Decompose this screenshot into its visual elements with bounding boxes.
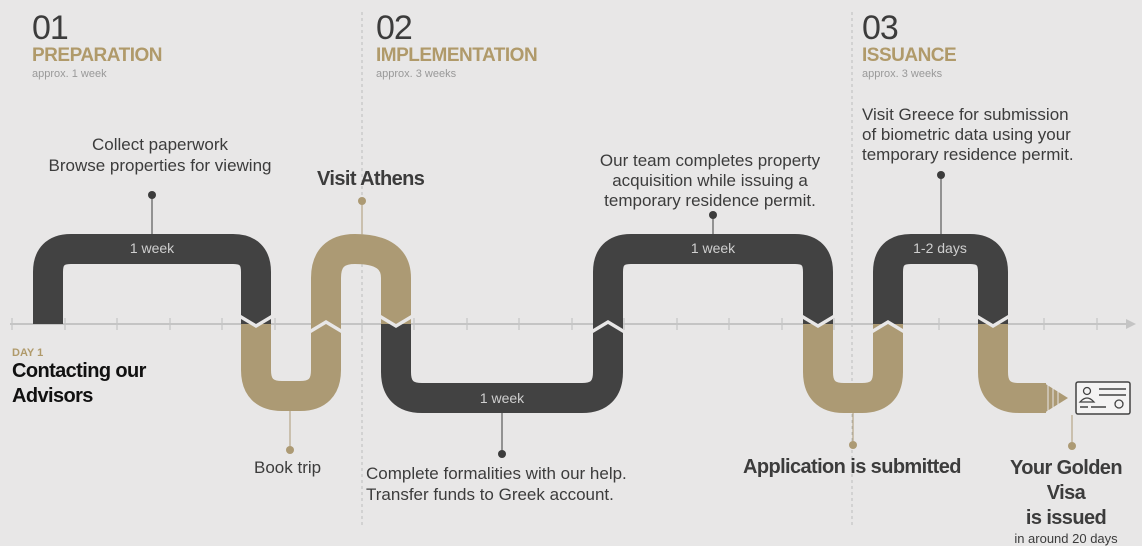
step-line: Our team completes property (599, 151, 821, 170)
axis-arrow-icon (1126, 319, 1136, 329)
track-segment-2 (381, 324, 623, 413)
step-visit-athens: Visit Athens (317, 168, 425, 190)
step-line: temporary residence permit. (604, 191, 816, 210)
segment-2-duration: 1 week (479, 390, 525, 406)
step-line: Browse properties for viewing (48, 156, 272, 175)
step-line: Collect paperwork (91, 135, 229, 154)
step-collect-paperwork: Collect paperwork Browse properties for … (10, 134, 310, 176)
track-segment-book-trip (241, 324, 341, 411)
track-segment-visit-athens (311, 234, 411, 324)
phase-1-header: 01 PREPARATION approx. 1 week (32, 11, 162, 81)
phase-name: ISSUANCE (862, 45, 957, 66)
id-card-icon (1075, 381, 1131, 415)
start-title-line1: Contacting our (12, 360, 146, 382)
phase-number: 01 (32, 9, 69, 47)
step-line: of biometric data using your (862, 125, 1071, 144)
track-segment-submitted (803, 324, 903, 413)
segment-4-duration: 1-2 days (913, 240, 967, 256)
visa-title-line2: is issued (1025, 507, 1107, 529)
phase-number: 02 (376, 9, 413, 47)
start-step: DAY 1 Contacting our Advisors (12, 347, 146, 409)
step-application-submitted: Application is submitted (743, 456, 961, 478)
step-line: acquisition while issuing a (612, 171, 808, 190)
connector-dot (709, 211, 717, 219)
connectors (148, 171, 1076, 458)
arrow-stripes (1047, 385, 1059, 411)
start-title-line2: Advisors (12, 385, 93, 407)
step-line: Visit Greece for submission (862, 105, 1069, 124)
connector-dot (849, 441, 857, 449)
connector-dot (286, 446, 294, 454)
track-segment-3 (593, 234, 833, 324)
phase-duration: approx. 1 week (32, 68, 107, 80)
phase-2-header: 02 IMPLEMENTATION approx. 3 weeks (376, 9, 538, 81)
step-line: Complete formalities with our help. (366, 464, 627, 483)
step-line: Transfer funds to Greek account. (366, 485, 614, 504)
timeline-graphic (10, 12, 1136, 525)
connector-dot (148, 191, 156, 199)
segment-1-duration: 1 week (129, 240, 175, 256)
connector-dot (1068, 442, 1076, 450)
segment-3-duration: 1 week (690, 240, 736, 256)
step-book-trip: Book trip (254, 458, 322, 477)
track-segment-final (978, 324, 1046, 413)
track-segment-4 (873, 234, 1008, 324)
step-visa-issued: Your Golden Visa is issued in around 20 … (992, 456, 1140, 546)
phase-3-header: 03 ISSUANCE approx. 3 weeks (862, 9, 957, 81)
connector-dot (358, 197, 366, 205)
final-arrow-icon (1044, 383, 1068, 413)
step-line: temporary residence permit. (862, 145, 1074, 164)
phase-duration: approx. 3 weeks (376, 68, 457, 80)
connector-dot (498, 450, 506, 458)
track-segment-1 (33, 234, 271, 324)
phase-number: 03 (862, 9, 899, 47)
phase-name: IMPLEMENTATION (376, 45, 538, 66)
joint-markers (241, 315, 1008, 333)
step-biometric: Visit Greece for submission of biometric… (862, 105, 1074, 165)
phase-name: PREPARATION (32, 45, 162, 66)
golden-visa-timeline: 1 week 1 week 1 week 1-2 days 01 PREPARA… (10, 9, 1136, 546)
day-label: DAY 1 (12, 347, 44, 359)
visa-title-line1: Your Golden Visa (1010, 457, 1123, 504)
connector-dot (937, 171, 945, 179)
step-property-acquisition: Our team completes property acquisition … (560, 151, 860, 211)
phase-duration: approx. 3 weeks (862, 68, 943, 80)
visa-subtitle: in around 20 days (1014, 531, 1118, 546)
step-formalities: Complete formalities with our help. Tran… (366, 463, 627, 505)
